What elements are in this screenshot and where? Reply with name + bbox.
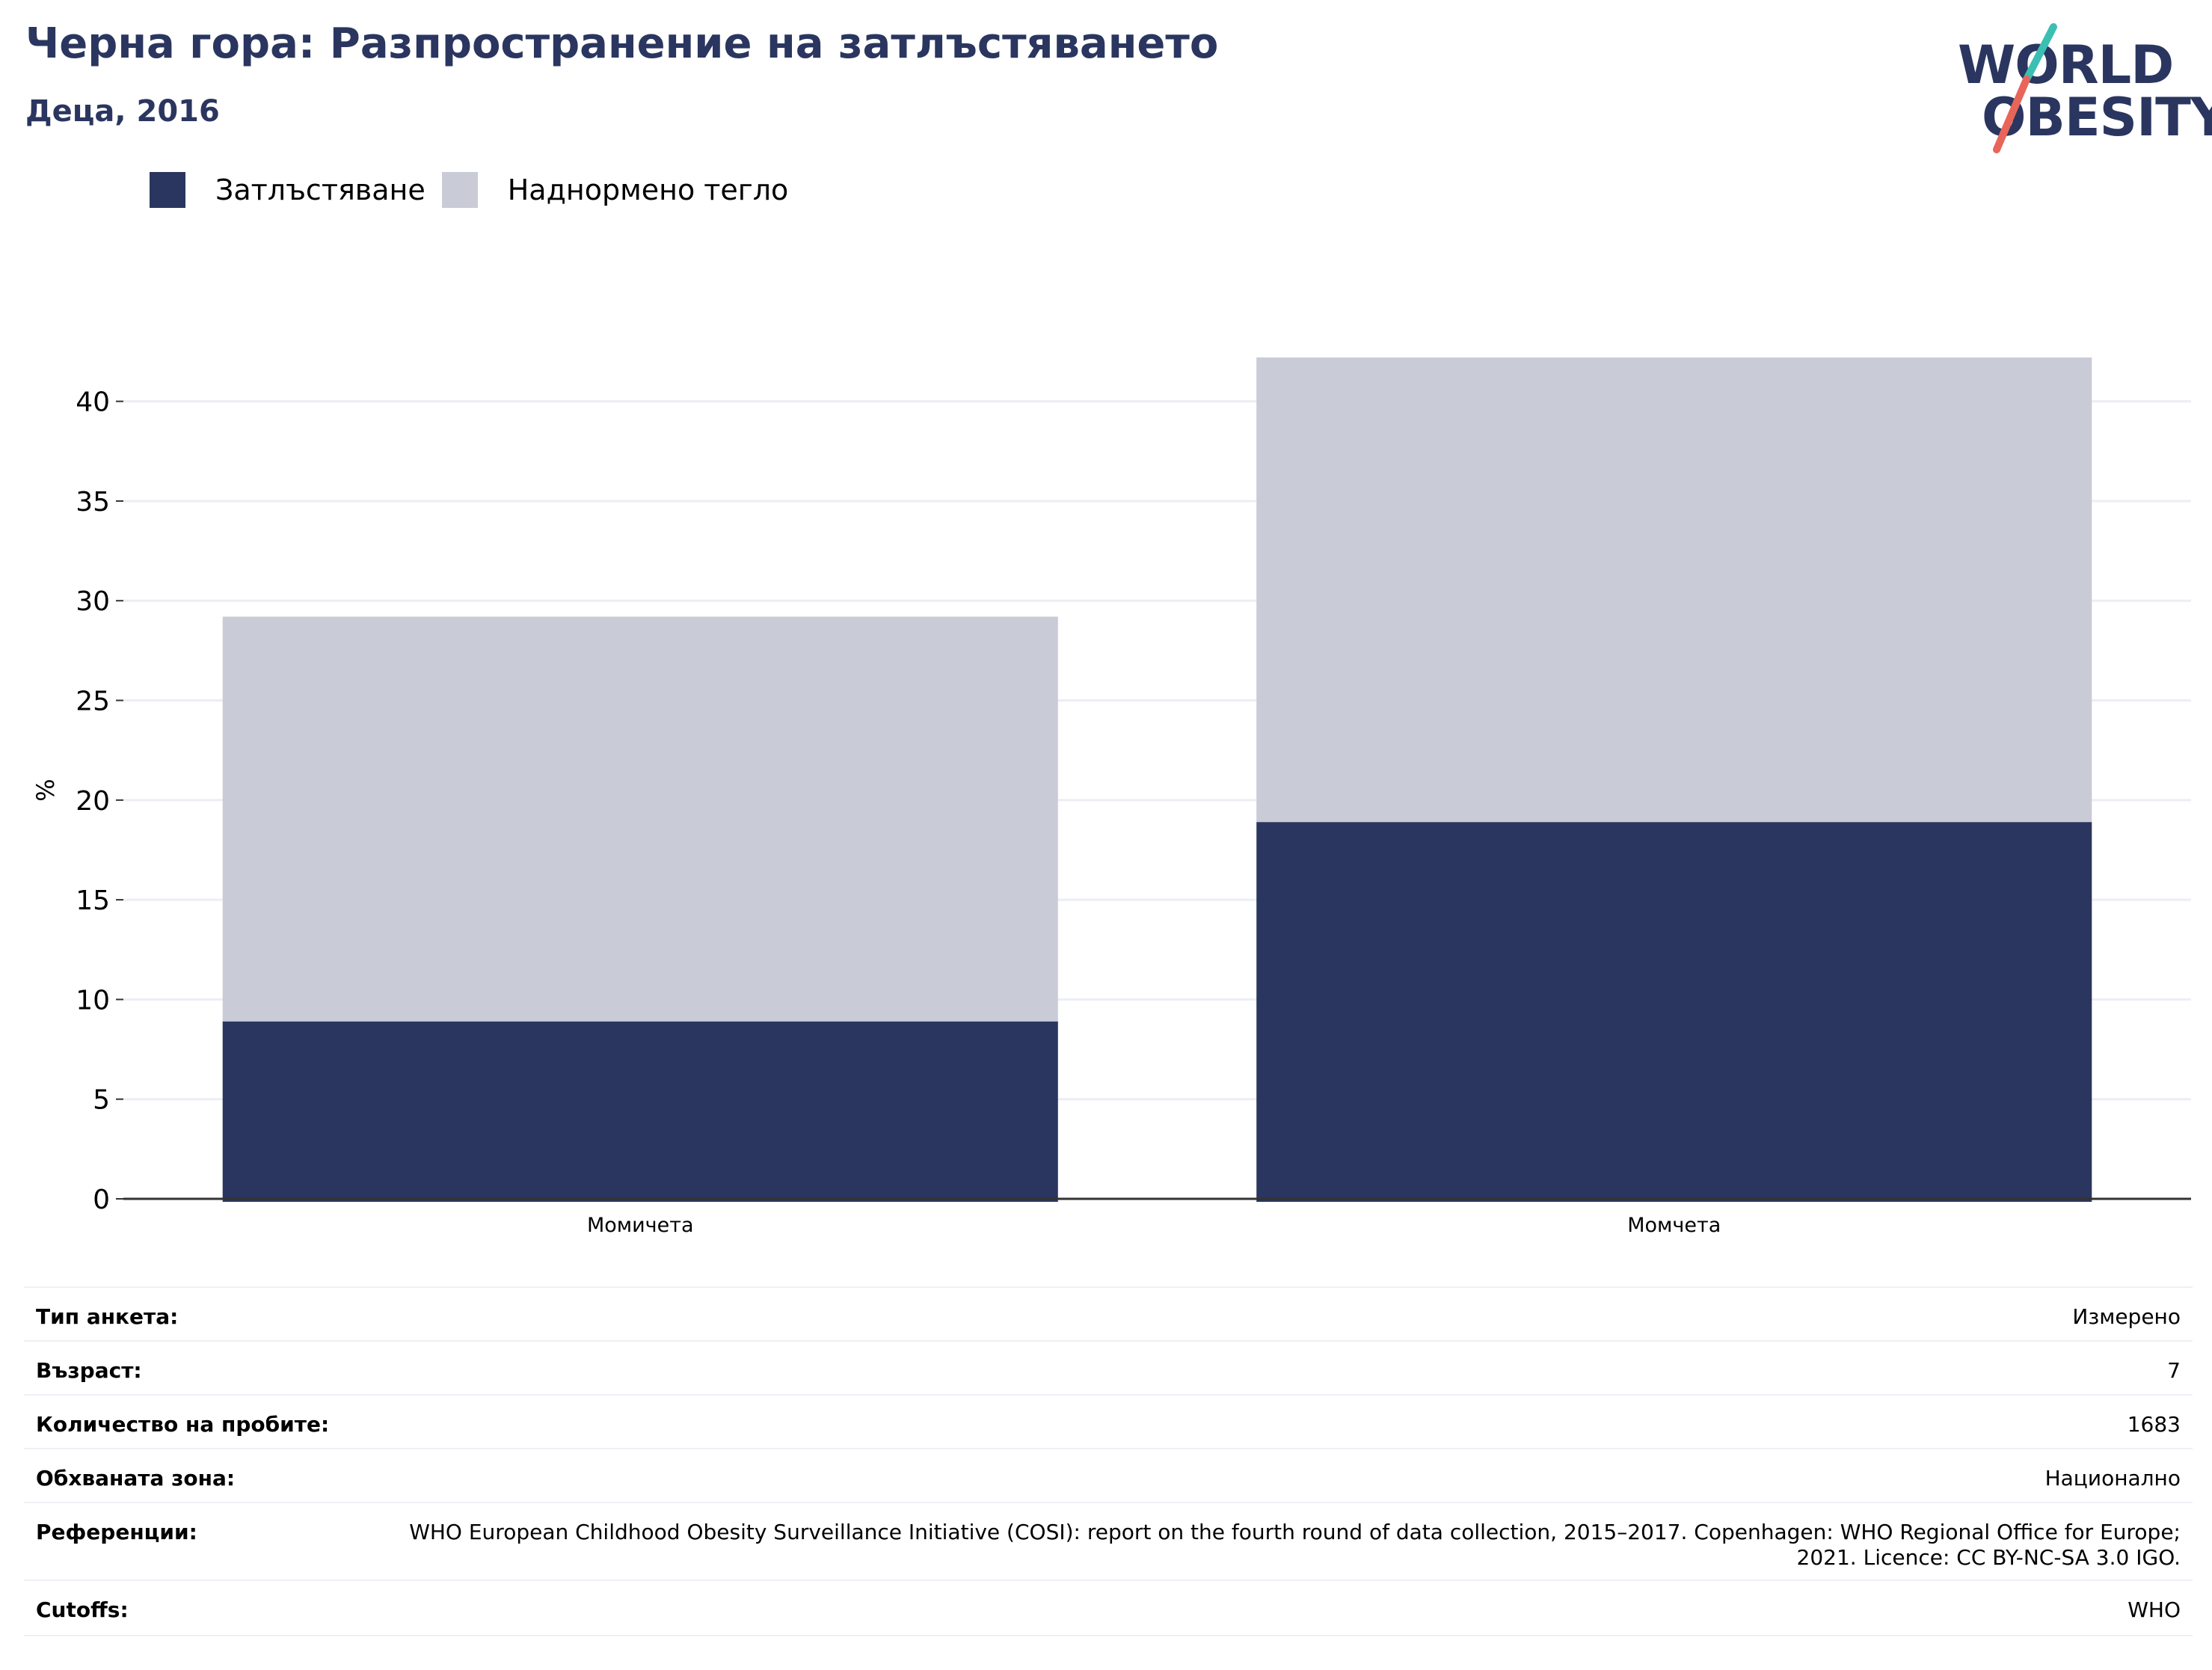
y-axis-label: %	[31, 779, 60, 801]
info-row-references: Референции: WHO European Childhood Obesi…	[24, 1502, 2193, 1580]
info-value: WHO	[2127, 1597, 2181, 1622]
y-tick-label: 35	[76, 487, 110, 518]
chart-subtitle: Деца, 2016	[25, 94, 220, 129]
legend-item-obesity: Затлъстяване	[150, 172, 425, 208]
logo-word-world: WORLD	[1958, 34, 2174, 96]
info-table: Тип анкета: Измерено Възраст: 7 Количест…	[24, 1286, 2193, 1636]
legend-label-obesity: Затлъстяване	[215, 174, 425, 206]
y-tick-label: 10	[76, 985, 110, 1016]
info-label: Обхваната зона:	[36, 1466, 236, 1491]
bar-obesity	[222, 1021, 1058, 1202]
y-tick-label: 25	[76, 687, 110, 717]
info-value: 7	[2167, 1358, 2181, 1383]
bar-obesity	[1256, 822, 2092, 1202]
info-label: Cutoffs:	[36, 1597, 129, 1622]
y-tick-label: 0	[93, 1185, 110, 1215]
legend-item-overweight: Наднормено тегло	[441, 172, 789, 208]
info-label: Възраст:	[36, 1358, 142, 1383]
info-label: Тип анкета:	[36, 1304, 179, 1329]
y-tick-label: 15	[76, 885, 110, 916]
bar-chart: 0 5 10 15 20 25 30 35 40% Момичета Момчета	[31, 357, 2191, 1237]
bar-overweight	[1256, 357, 2092, 823]
y-tick-label: 20	[76, 786, 110, 817]
legend-swatch-overweight	[441, 172, 478, 208]
info-label: Референции:	[36, 1520, 197, 1544]
y-tick-label: 5	[93, 1085, 110, 1116]
legend-swatch-obesity	[150, 172, 185, 208]
x-category-label: Момчета	[1627, 1214, 1721, 1237]
bar-overweight	[222, 616, 1058, 1022]
y-tick-label: 40	[76, 387, 110, 418]
info-row-age: Възраст: 7	[24, 1340, 2193, 1394]
y-tick-label: 30	[76, 586, 110, 617]
info-row-sample-size: Количество на пробите: 1683	[24, 1394, 2193, 1448]
info-label: Количество на пробите:	[36, 1412, 330, 1437]
info-row-survey-type: Тип анкета: Измерено	[24, 1286, 2193, 1340]
x-category-label: Момичета	[587, 1214, 694, 1237]
world-obesity-logo: WORLD OBESITY	[1952, 22, 2212, 157]
legend-label-overweight: Наднормено тегло	[507, 174, 789, 206]
info-value: 1683	[2127, 1412, 2181, 1437]
info-row-area: Обхваната зона: Национално	[24, 1448, 2193, 1502]
info-value: WHO European Childhood Obesity Surveilla…	[409, 1520, 2181, 1570]
info-value: Измерено	[2072, 1304, 2181, 1329]
logo-slash-icon	[1993, 23, 2057, 153]
chart-title: Черна гора: Разпространение на затлъстяв…	[25, 19, 1219, 68]
info-row-cutoffs: Cutoffs: WHO	[24, 1580, 2193, 1636]
info-value: Национално	[2044, 1466, 2181, 1491]
chart-legend: Затлъстяване Наднормено тегло	[150, 172, 805, 208]
